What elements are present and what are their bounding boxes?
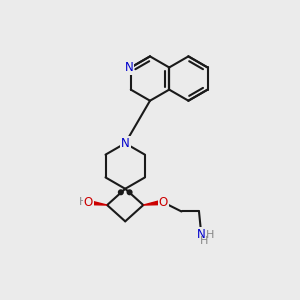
Polygon shape (118, 190, 123, 195)
Polygon shape (90, 201, 107, 205)
Text: N: N (121, 137, 130, 150)
Text: H: H (79, 197, 87, 207)
Text: H: H (200, 236, 208, 246)
Text: N: N (124, 61, 133, 74)
Polygon shape (127, 190, 132, 195)
Text: O: O (159, 196, 168, 209)
Text: N: N (196, 228, 205, 241)
Text: O: O (84, 196, 93, 209)
Polygon shape (143, 201, 160, 205)
Text: H: H (206, 230, 214, 240)
